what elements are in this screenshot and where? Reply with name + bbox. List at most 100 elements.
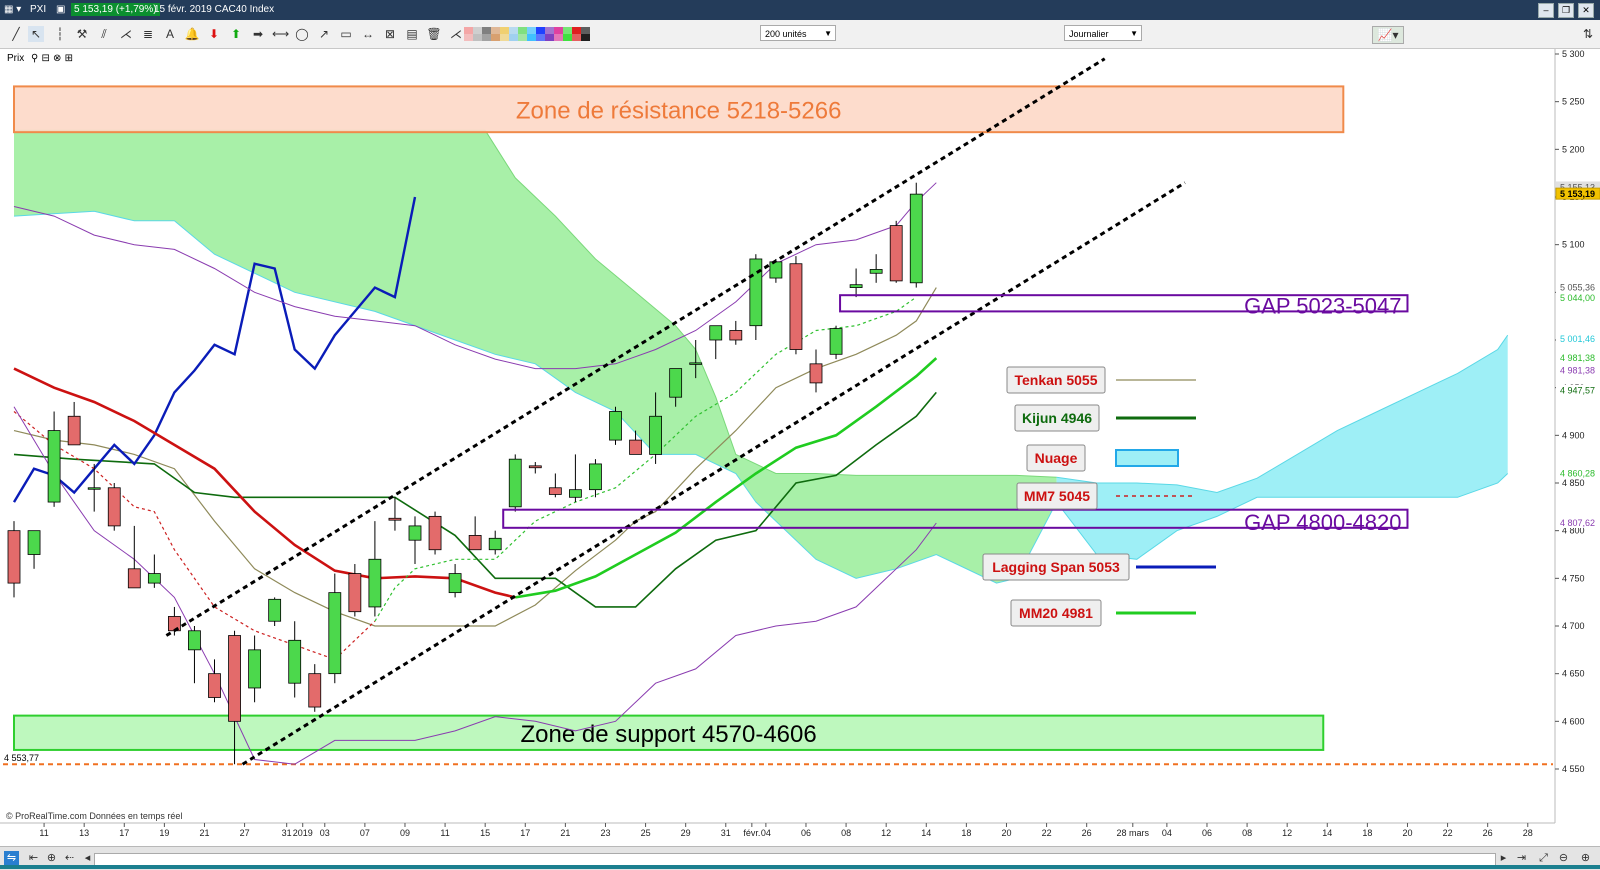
fit-icon[interactable]: ⤢ bbox=[1539, 852, 1548, 864]
price-marker-label: 5 155,13 bbox=[1560, 182, 1595, 192]
legend-label: Tenkan 5055 bbox=[1014, 372, 1097, 388]
zoom-icon[interactable]: ⊕ bbox=[46, 852, 57, 864]
x-tick-label: 18 bbox=[1362, 828, 1372, 838]
minimize-icon[interactable]: – bbox=[1538, 3, 1554, 18]
fibonacci-icon[interactable]: ≣ bbox=[142, 27, 154, 41]
candle-bear bbox=[167, 616, 181, 632]
fibonacci-fan-icon[interactable]: ⋌ bbox=[120, 27, 132, 41]
color-swatch[interactable] bbox=[518, 27, 527, 34]
legend-sample bbox=[1115, 449, 1179, 467]
price-marker-label: 4 981,38 bbox=[1560, 366, 1595, 376]
close-icon[interactable]: ✕ bbox=[1578, 3, 1594, 18]
properties-icon[interactable]: ⋌ bbox=[450, 27, 462, 41]
color-swatch[interactable] bbox=[482, 27, 491, 34]
arrow-down-icon[interactable]: ⬇ bbox=[208, 27, 220, 41]
scroll-end-icon[interactable]: ⇥ bbox=[1516, 852, 1527, 864]
candle-bull bbox=[47, 430, 61, 503]
ellipse-tool-icon[interactable]: ◯ bbox=[295, 27, 309, 41]
price-badge: 5 153,19 (+1,79%) bbox=[71, 3, 160, 16]
candle-bear bbox=[789, 263, 803, 350]
zoom-out-icon[interactable]: ⊖ bbox=[1558, 852, 1569, 864]
x-tick-label: 09 bbox=[400, 828, 410, 838]
info-icon[interactable]: ▣ bbox=[56, 4, 66, 15]
line-tool-icon[interactable]: ╱ bbox=[12, 27, 20, 41]
candle-bull bbox=[709, 325, 723, 341]
price-marker bbox=[1556, 517, 1600, 529]
panel-tools-icon[interactable]: ⚲ ⊟ ⊗ ⊞ bbox=[31, 53, 73, 64]
color-swatch[interactable] bbox=[491, 34, 500, 41]
units-select[interactable]: 200 unités ▼ bbox=[760, 25, 836, 41]
x-tick-label: 04 bbox=[761, 828, 771, 838]
x-tick-label: 08 bbox=[841, 828, 851, 838]
color-swatch[interactable] bbox=[509, 27, 518, 34]
color-swatch[interactable] bbox=[464, 34, 473, 41]
y-tick-label: 5 300 bbox=[1562, 49, 1585, 59]
candle-bull bbox=[188, 630, 201, 651]
color-swatch[interactable] bbox=[581, 34, 590, 41]
ruler-icon[interactable]: ⊠ bbox=[384, 27, 396, 41]
color-swatch[interactable] bbox=[572, 27, 581, 34]
text-tool-icon[interactable]: A bbox=[165, 27, 174, 41]
color-swatch[interactable] bbox=[536, 27, 545, 34]
color-swatch[interactable] bbox=[563, 34, 572, 41]
trash-icon[interactable]: 🗑 bbox=[426, 27, 442, 41]
legend-label: Lagging Span 5053 bbox=[992, 559, 1120, 575]
x-tick-label: 28 mars bbox=[1117, 828, 1150, 838]
legend-label: Nuage bbox=[1035, 450, 1078, 466]
color-swatch[interactable] bbox=[572, 34, 581, 41]
rectangle-tool-icon[interactable]: ▭ bbox=[340, 27, 352, 41]
ichimoku-cloud-green-edge bbox=[14, 129, 1057, 478]
color-swatch[interactable] bbox=[545, 27, 554, 34]
alert-bell-icon[interactable]: 🔔 bbox=[184, 27, 200, 41]
color-swatch[interactable] bbox=[482, 34, 491, 41]
candle-bear bbox=[107, 487, 121, 527]
x-tick-label: 26 bbox=[1483, 828, 1493, 838]
color-swatch[interactable] bbox=[491, 27, 500, 34]
color-swatch[interactable] bbox=[581, 27, 590, 34]
pan-right-icon[interactable]: ▸ bbox=[1500, 852, 1507, 864]
pan-left-icon[interactable]: ◂ bbox=[84, 852, 91, 864]
price-marker-label: 5 055,36 bbox=[1560, 283, 1595, 293]
color-swatch[interactable] bbox=[518, 34, 527, 41]
color-swatch[interactable] bbox=[500, 27, 509, 34]
color-swatch[interactable] bbox=[500, 34, 509, 41]
arrow-right-icon[interactable]: ➡ bbox=[252, 27, 264, 41]
share-icon[interactable]: ⇋ bbox=[4, 851, 19, 866]
y-tick-label: 4 600 bbox=[1562, 716, 1585, 726]
color-swatch[interactable] bbox=[509, 34, 518, 41]
horizontal-line-icon[interactable]: ⟷ bbox=[272, 27, 290, 41]
window-menu-icon[interactable]: ▦ ▾ bbox=[4, 4, 22, 15]
color-swatch[interactable] bbox=[464, 27, 473, 34]
color-swatch[interactable] bbox=[554, 27, 563, 34]
color-swatch[interactable] bbox=[536, 34, 545, 41]
vertical-line-icon[interactable]: ┆ bbox=[56, 27, 64, 41]
pin-icon[interactable]: ⇅ bbox=[1582, 27, 1594, 41]
magnet-icon[interactable]: ⚒ bbox=[76, 27, 88, 41]
cursor-tool-icon[interactable]: ↖ bbox=[28, 26, 44, 42]
color-swatch[interactable] bbox=[563, 27, 572, 34]
period-select[interactable]: Journalier ▼ bbox=[1064, 25, 1142, 41]
measure-tool-icon[interactable]: ↔ bbox=[362, 27, 374, 41]
candle-bull bbox=[769, 261, 783, 279]
ray-tool-icon[interactable]: ↗ bbox=[318, 27, 330, 41]
color-swatch[interactable] bbox=[527, 27, 536, 34]
x-tick-label: 11 bbox=[39, 828, 48, 838]
chart-settings-icon[interactable]: 📈▾ bbox=[1372, 26, 1404, 44]
resistance-zone-label: Zone de résistance 5218-5266 bbox=[516, 97, 842, 124]
color-swatch[interactable] bbox=[473, 34, 482, 41]
text-box-icon[interactable]: ▤ bbox=[406, 27, 418, 41]
x-tick-label: 23 bbox=[600, 828, 610, 838]
candle-bull bbox=[869, 269, 883, 274]
color-swatch[interactable] bbox=[545, 34, 554, 41]
scroll-left-icon[interactable]: ⇠ bbox=[64, 852, 75, 864]
channel-tool-icon[interactable]: ⫽ bbox=[101, 27, 107, 41]
color-swatch[interactable] bbox=[527, 34, 536, 41]
zoom-in-icon[interactable]: ⊕ bbox=[1580, 852, 1591, 864]
color-swatch[interactable] bbox=[554, 34, 563, 41]
arrow-up-icon[interactable]: ⬆ bbox=[230, 27, 242, 41]
color-swatch[interactable] bbox=[473, 27, 482, 34]
price-chart[interactable]: Zone de résistance 5218-5266 Zone de supp… bbox=[0, 49, 1600, 846]
restore-icon[interactable]: ❐ bbox=[1558, 3, 1574, 18]
candle-bull bbox=[909, 193, 923, 284]
scroll-start-icon[interactable]: ⇤ bbox=[28, 852, 39, 864]
